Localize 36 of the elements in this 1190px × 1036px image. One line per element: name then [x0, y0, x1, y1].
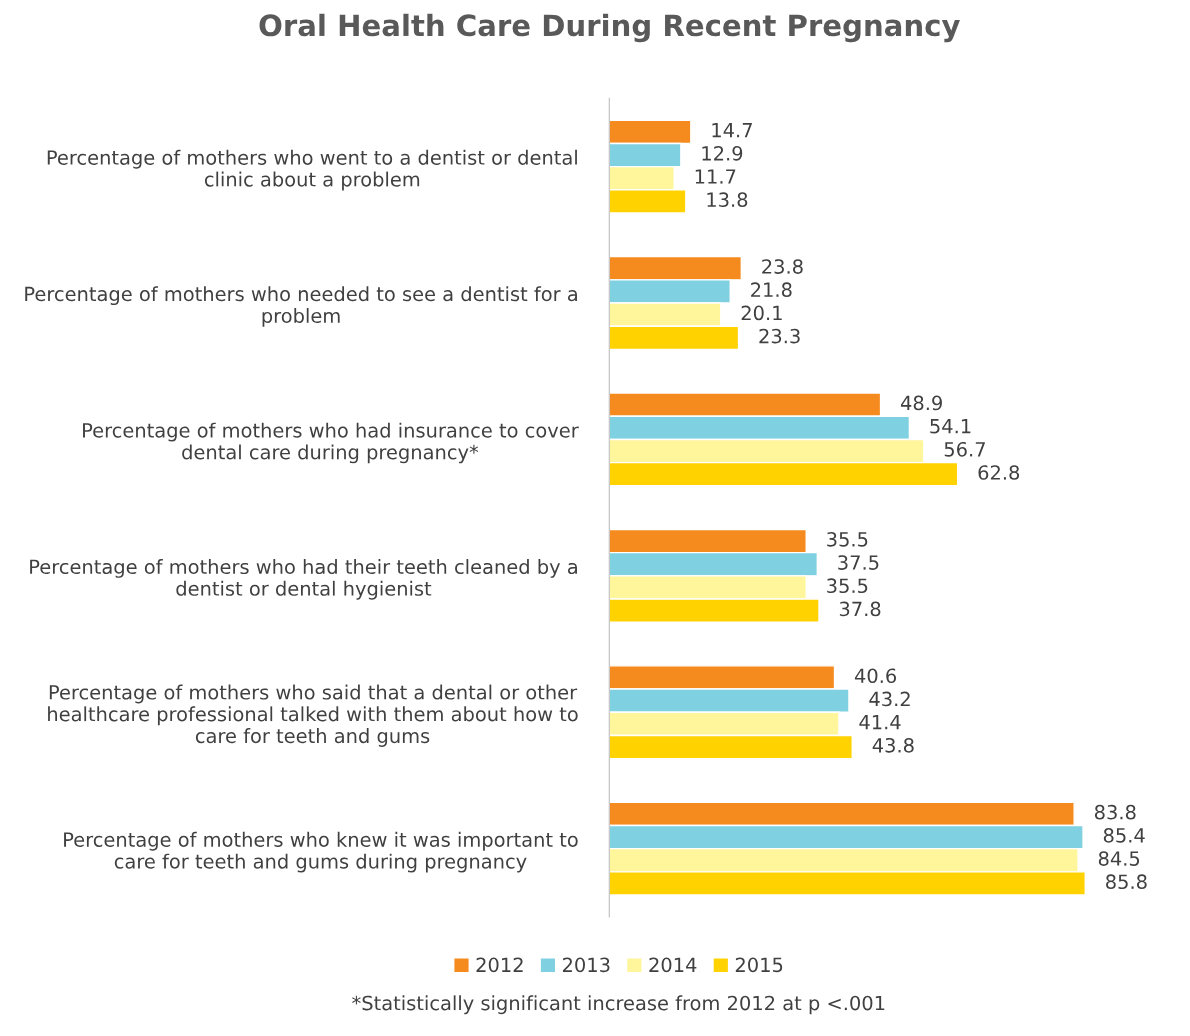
y-tick-label: Percentage of mothers who had their teeth cleaned by a dentist or dental hygienist: [30, 559, 577, 600]
data-label: 85.4: [1103, 828, 1145, 843]
data-label: 43.2: [869, 691, 910, 707]
legend-label: 2015: [735, 957, 783, 973]
data-label: 41.4: [859, 715, 901, 730]
y-tick-label: Percentage of mothers who said that a dental or other healthcare professional talked with them about how to care for teeth and gums: [48, 684, 578, 747]
data-label: 62.8: [978, 465, 1020, 480]
data-label: 12.9: [702, 145, 743, 161]
legend-label: 2013: [562, 957, 610, 973]
data-label: 23.8: [762, 259, 803, 274]
data-label: 20.1: [741, 305, 782, 321]
y-tick-label: Percentage of mothers who knew it was important to care for teeth and gums during pregnancy: [64, 831, 578, 873]
data-label: 35.5: [827, 531, 868, 547]
data-label: 40.6: [854, 668, 897, 684]
legend-label: 2012: [476, 957, 523, 973]
data-label: 84.5: [1098, 851, 1140, 866]
data-label: 54.1: [930, 419, 971, 434]
data-label: 48.9: [900, 395, 942, 411]
data-label: 35.5: [827, 578, 868, 594]
chart-title: Oral Health Care During Recent Pregnancy: [259, 13, 960, 43]
data-label: 56.7: [944, 441, 985, 457]
data-label: 23.3: [759, 328, 800, 344]
data-label: 37.5: [838, 555, 879, 570]
data-label: 37.8: [839, 601, 881, 617]
data-label: 14.7: [712, 123, 752, 138]
data-label: 21.8: [751, 282, 792, 298]
y-tick-label: Percentage of mothers who went to a dentist or dental clinic about a problem: [47, 149, 577, 191]
legend-label: 2014: [649, 957, 697, 973]
data-label: 43.8: [872, 737, 914, 753]
data-label: 11.7: [695, 169, 736, 184]
data-label: 83.8: [1094, 804, 1136, 820]
text: *Statistically significant increase from 2012 at p <.001: [352, 995, 885, 1015]
y-tick-label: Percentage of mothers who needed to see a dentist for a problem: [25, 286, 577, 327]
data-label: 85.8: [1106, 874, 1147, 890]
y-tick-label: Percentage of mothers who had insurance to cover dental care during pregnancy*: [83, 422, 579, 464]
data-label: 13.8: [707, 192, 748, 208]
